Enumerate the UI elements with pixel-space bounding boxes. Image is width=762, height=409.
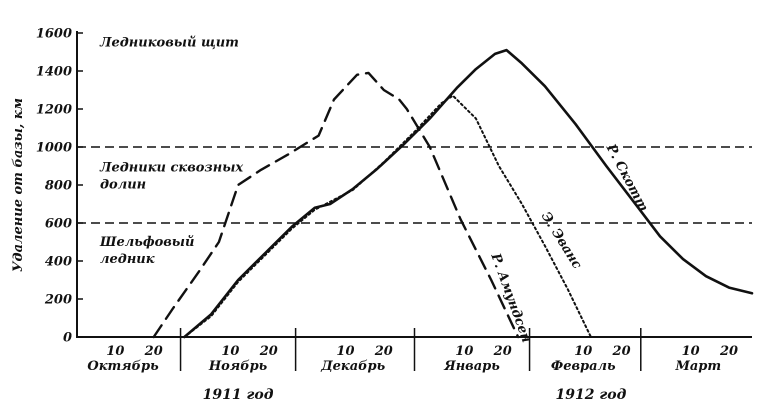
- x-month-label: Март: [674, 359, 721, 374]
- series-label: Р. Амундсен: [487, 251, 533, 345]
- x-day-tick-label: 10: [221, 344, 239, 359]
- x-day-tick-label: 10: [455, 344, 473, 359]
- y-tick-label: 200: [44, 293, 72, 308]
- y-tick-label: 600: [45, 217, 72, 232]
- x-year-label: 1911 год: [203, 387, 274, 403]
- x-year-label: 1912 год: [556, 387, 627, 403]
- y-axis-label: Удаление от базы, км: [11, 98, 26, 272]
- x-day-tick-label: 20: [259, 344, 278, 359]
- y-tick-label: 400: [45, 255, 72, 270]
- y-tick-label: 1600: [36, 27, 72, 42]
- x-day-tick-label: 10: [106, 344, 124, 359]
- y-tick-label: 800: [45, 179, 72, 194]
- x-month-label: Ноябрь: [208, 359, 268, 374]
- y-tick-label: 1000: [36, 141, 72, 156]
- series-line: [183, 48, 754, 339]
- x-day-tick-label: 10: [336, 344, 354, 359]
- x-day-tick-label: 20: [144, 344, 163, 359]
- x-day-tick-label: 20: [374, 344, 393, 359]
- x-day-tick-label: 20: [719, 344, 738, 359]
- zone-label: Шельфовый: [99, 235, 194, 250]
- y-tick-label: 1200: [36, 103, 72, 118]
- zone-label: Ледниковый щит: [99, 35, 239, 50]
- zone-label: долин: [100, 178, 146, 193]
- x-day-tick-label: 20: [493, 344, 512, 359]
- x-month-label: Октябрь: [87, 359, 159, 374]
- series-label: Р. Скотт: [602, 141, 651, 214]
- x-month-label: Январь: [443, 359, 500, 374]
- x-day-tick-label: 10: [682, 344, 700, 359]
- y-tick-label: 1400: [36, 65, 72, 80]
- plot-area: 0 200 400 600 800 1000 1200 1400 1600 Удаление от…: [11, 27, 754, 403]
- series-line: [152, 71, 520, 339]
- series-label: Э. Эванс: [538, 210, 585, 272]
- x-day-tick-label: 20: [612, 344, 631, 359]
- zone-label: Ледники сквозных: [99, 161, 243, 176]
- x-day-tick-label: 10: [574, 344, 592, 359]
- y-tick-label: 0: [63, 331, 72, 346]
- x-month-label: Декабрь: [320, 359, 386, 374]
- series-line: [183, 94, 592, 338]
- x-month-label: Февраль: [551, 359, 616, 374]
- zone-label: ледник: [100, 252, 155, 267]
